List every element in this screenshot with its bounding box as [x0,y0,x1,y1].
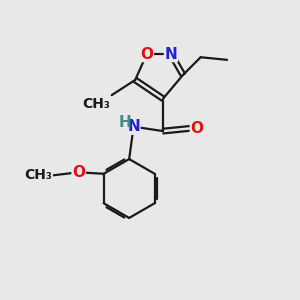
Text: O: O [190,121,203,136]
Text: CH₃: CH₃ [82,97,110,111]
Text: O: O [140,46,153,62]
Text: N: N [127,119,140,134]
Text: O: O [72,165,85,180]
Text: N: N [164,46,177,62]
Text: CH₃: CH₃ [24,168,52,182]
Text: H: H [119,115,132,130]
